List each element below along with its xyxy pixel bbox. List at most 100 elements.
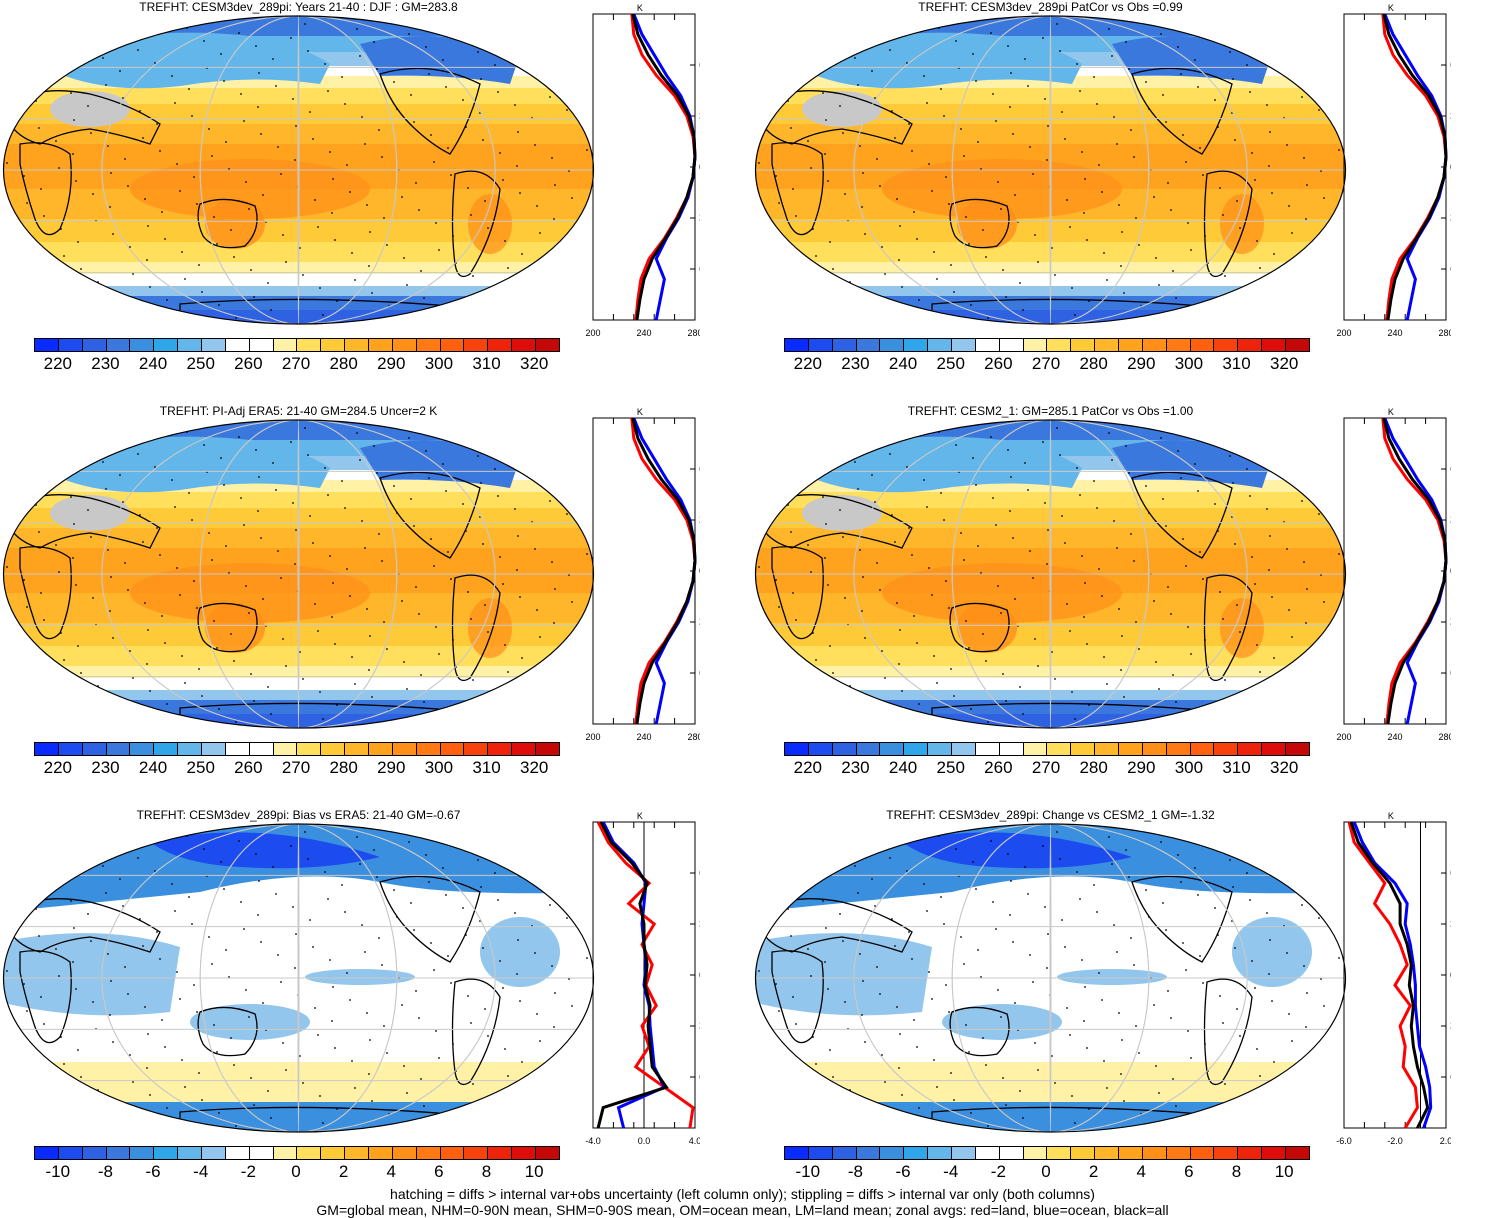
stipple-dot <box>1032 577 1034 579</box>
stipple-dot <box>230 633 232 635</box>
stipple-dot <box>955 444 957 446</box>
stipple-dot <box>1066 603 1068 605</box>
stipple-dot <box>70 900 72 902</box>
stipple-dot <box>396 108 398 110</box>
stipple-dot <box>1165 929 1167 931</box>
stipple-dot <box>198 668 200 670</box>
stipple-dot <box>430 538 432 540</box>
stipple-dot <box>201 695 203 697</box>
stipple-dot <box>1197 490 1199 492</box>
stipple-dot <box>1306 588 1308 590</box>
zonal-lat-label: 0 <box>1450 564 1451 578</box>
stipple-dot <box>420 1078 422 1080</box>
stipple-dot <box>43 619 45 621</box>
stipple-dot <box>368 1073 370 1075</box>
stipple-dot <box>245 989 247 991</box>
stipple-dot <box>1214 907 1216 909</box>
stipple-dot <box>433 161 435 163</box>
stipple-dot <box>211 963 213 965</box>
stipple-dot <box>1103 656 1105 658</box>
stipple-dot <box>758 162 760 164</box>
stipple-dot <box>23 983 25 985</box>
stipple-dot <box>405 318 407 320</box>
stipple-dot <box>1054 678 1056 680</box>
stipple-dot <box>568 978 570 980</box>
stipple-dot <box>1069 1034 1071 1036</box>
stipple-dot <box>1301 904 1303 906</box>
stipple-dot <box>1291 636 1293 638</box>
stipple-dot <box>1298 69 1300 71</box>
stipple-dot <box>285 665 287 667</box>
colorbar-tick-label: 2 <box>1088 1162 1099 1181</box>
stipple-dot <box>492 315 494 317</box>
stipple-dot <box>1108 836 1110 838</box>
stipple-dot <box>982 229 984 231</box>
stipple-dot <box>963 963 965 965</box>
colorbar-swatch <box>1190 743 1215 755</box>
stipple-dot <box>504 644 506 646</box>
stipple-dot <box>884 1081 886 1083</box>
stipple-dot <box>45 1084 47 1086</box>
colorbar-swatch <box>1047 339 1072 351</box>
colorbar-tick-label: 260 <box>984 354 1013 373</box>
stipple-dot <box>896 1006 898 1008</box>
stipple-dot <box>1303 157 1305 159</box>
stipple-dot <box>415 586 417 588</box>
stipple-dot <box>216 243 218 245</box>
stipple-dot <box>553 1026 555 1028</box>
stipple-dot <box>576 285 578 287</box>
colorbar-tick-label: 290 <box>377 758 406 777</box>
zonal-x-tick-label: 280 <box>1438 732 1451 742</box>
stipple-dot <box>8 1031 10 1033</box>
stipple-dot <box>331 1020 333 1022</box>
stipple-dot <box>470 618 472 620</box>
colorbar-swatch <box>82 743 107 755</box>
stipple-dot <box>11 250 13 252</box>
stipple-dot <box>1071 1095 1073 1097</box>
stipple-dot <box>1098 972 1100 974</box>
stipple-dot <box>188 896 190 898</box>
stipple-dot <box>403 257 405 259</box>
zonal-unit-label: K <box>637 811 643 821</box>
stipple-dot <box>968 243 970 245</box>
stipple-dot <box>319 287 321 289</box>
stipple-dot <box>176 971 178 973</box>
stipple-dot <box>785 39 787 41</box>
stipple-dot <box>408 33 410 35</box>
stipple-dot <box>1175 1105 1177 1107</box>
stipple-dot <box>467 591 469 593</box>
stipple-dot <box>423 701 425 703</box>
stipple-dot <box>1222 214 1224 216</box>
stipple-dot <box>1079 898 1081 900</box>
stipple-dot <box>475 1110 477 1112</box>
stipple-dot <box>802 456 804 458</box>
stipple-dot <box>73 119 75 121</box>
stipple-dot <box>802 52 804 54</box>
stipple-dot <box>1044 98 1046 100</box>
stipple-dot <box>18 895 20 897</box>
stipple-dot <box>1239 631 1241 633</box>
stipple-dot <box>1116 547 1118 549</box>
all-mean-curve <box>596 821 669 1129</box>
stipple-dot <box>972 457 974 459</box>
colorbar-swatch <box>832 339 857 351</box>
stipple-dot <box>238 436 240 438</box>
stipple-dot <box>581 869 583 871</box>
stipple-dot <box>1091 824 1093 825</box>
colorbar-tick-label: 230 <box>91 354 120 373</box>
stipple-dot <box>255 449 257 451</box>
stipple-dot <box>1158 284 1160 286</box>
stipple-dot <box>28 1071 30 1073</box>
stipple-dot <box>364 143 366 145</box>
stipple-dot <box>1118 608 1120 610</box>
zonal-unit-label: K <box>1388 3 1394 13</box>
stipple-dot <box>943 923 945 925</box>
stipple-dot <box>198 1072 200 1074</box>
stipple-dot <box>504 240 506 242</box>
stipple-dot <box>11 654 13 656</box>
zonal-lat-label: 0 <box>1450 968 1451 982</box>
stipple-dot <box>55 948 57 950</box>
stipple-dot <box>980 976 982 978</box>
stipple-dot <box>783 1098 785 1100</box>
map-panel-2 <box>754 15 1347 325</box>
